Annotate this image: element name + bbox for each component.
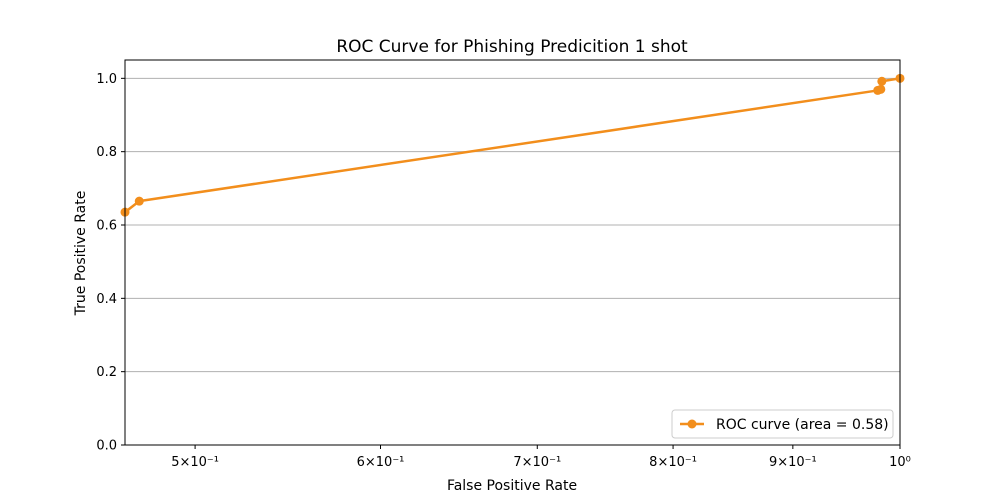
- y-tick-label: 0.4: [96, 292, 117, 307]
- series-layer: [120, 73, 905, 217]
- y-tick-label: 0.6: [96, 219, 117, 234]
- x-tick-label: 8×10⁻¹: [649, 455, 697, 470]
- y-axis-ticks: 0.0 0.2 0.4 0.6 0.8 1.0: [96, 72, 125, 454]
- x-tick-label: 6×10⁻¹: [357, 455, 405, 470]
- y-tick-label: 0.0: [96, 439, 117, 454]
- y-tick-label: 1.0: [96, 72, 117, 87]
- legend-label: ROC curve (area = 0.58): [716, 417, 889, 433]
- x-tick-label: 7×10⁻¹: [513, 455, 561, 470]
- data-point: [134, 196, 144, 206]
- grid-lines: [125, 77, 900, 446]
- y-tick-label: 0.8: [96, 145, 117, 160]
- legend: ROC curve (area = 0.58): [671, 409, 894, 439]
- x-tick-label: 9×10⁻¹: [769, 455, 817, 470]
- chart-title: ROC Curve for Phishing Predicition 1 sho…: [336, 37, 688, 57]
- plot-frame: [124, 59, 901, 446]
- x-tick-label: 10⁰: [889, 455, 911, 470]
- y-tick-label: 0.2: [96, 365, 117, 380]
- data-point: [876, 84, 886, 94]
- data-point: [877, 76, 887, 86]
- y-axis-title: True Positive Rate: [73, 191, 89, 317]
- x-axis-ticks: 5×10⁻¹ 6×10⁻¹ 7×10⁻¹ 8×10⁻¹ 9×10⁻¹ 10⁰: [171, 445, 911, 470]
- x-tick-label: 5×10⁻¹: [171, 455, 219, 470]
- legend-marker-swatch: [687, 419, 697, 429]
- legend-box: [671, 409, 894, 439]
- x-axis-title: False Positive Rate: [447, 478, 577, 494]
- series-line: [124, 77, 901, 214]
